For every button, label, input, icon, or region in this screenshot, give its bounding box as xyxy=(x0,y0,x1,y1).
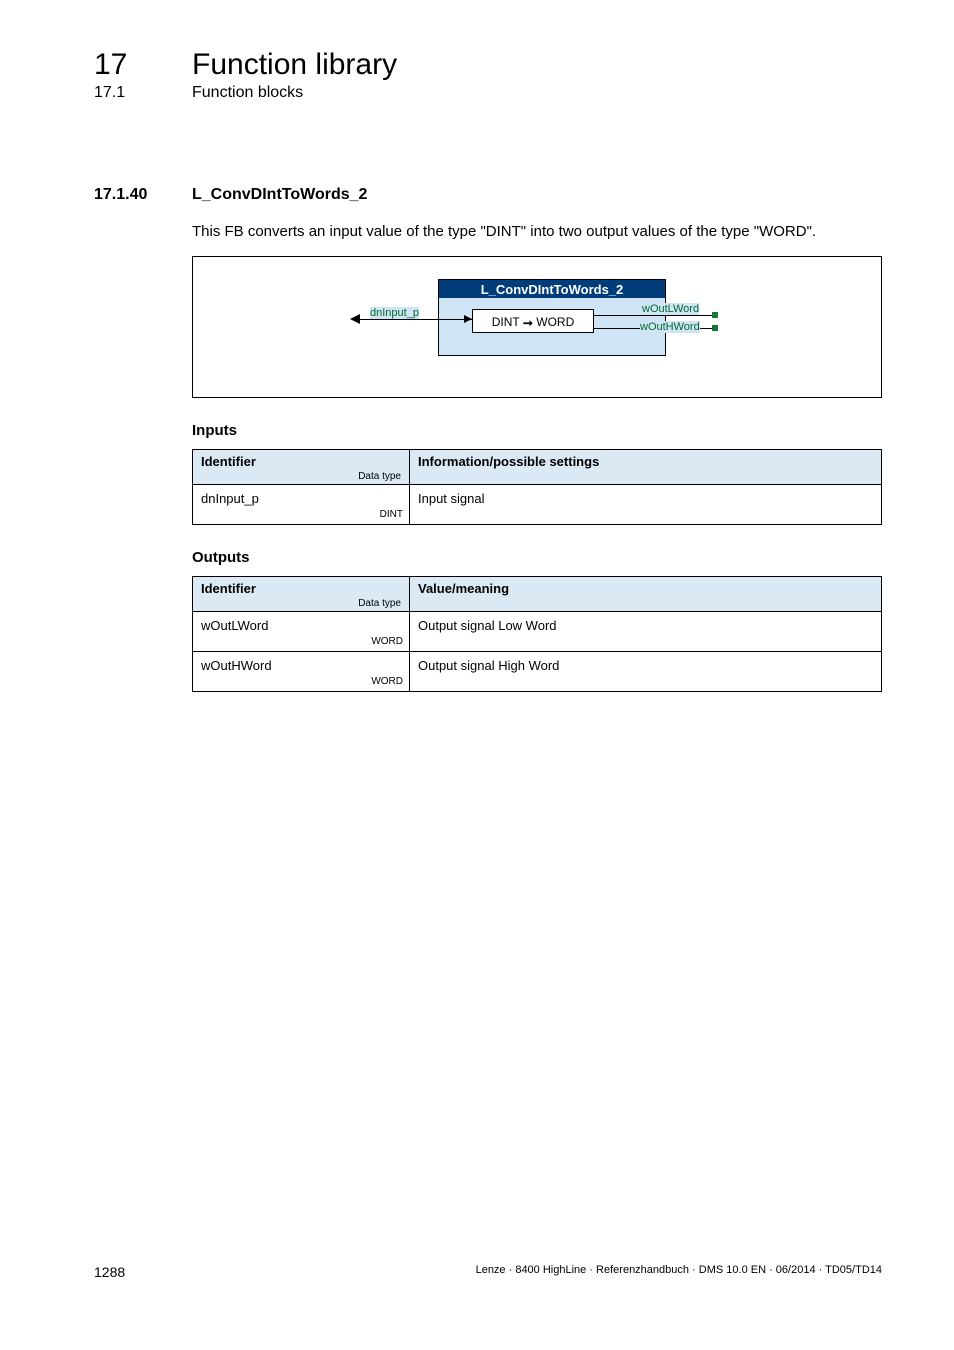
output-datatype: WORD xyxy=(371,676,403,687)
section-description: This FB converts an input value of the t… xyxy=(192,222,882,242)
output-identifier: wOutHWord xyxy=(201,658,272,673)
terminal-square-icon xyxy=(712,312,718,318)
inputs-col1-header: Identifier xyxy=(201,454,256,469)
subchapter-title: Function blocks xyxy=(192,84,303,102)
terminal-square-icon xyxy=(712,325,718,331)
port-input-label: dnInput_p xyxy=(370,307,419,319)
table-row: wOutHWord WORD Output signal High Word xyxy=(193,652,882,692)
section-number: 17.1.40 xyxy=(94,186,192,204)
wire-in xyxy=(352,319,438,320)
inner-left: DINT xyxy=(492,315,520,329)
outputs-col1-header: Identifier xyxy=(201,581,256,596)
input-datatype: DINT xyxy=(380,509,403,520)
output-identifier: wOutLWord xyxy=(201,618,268,633)
port-output1-label: wOutLWord xyxy=(642,303,699,315)
table-row: dnInput_p DINT Input signal xyxy=(193,485,882,525)
arrowhead-into-box-icon xyxy=(464,315,472,323)
inputs-table: Identifier Data type Information/possibl… xyxy=(192,449,882,525)
output-info: Output signal Low Word xyxy=(410,612,882,652)
fb-title-bar: L_ConvDIntToWords_2 xyxy=(438,279,666,299)
fb-diagram: L_ConvDIntToWords_2 dnInput_p DINT ➞ WOR… xyxy=(192,256,882,398)
fb-inner-box: DINT ➞ WORD xyxy=(472,309,594,333)
inner-right: WORD xyxy=(536,315,574,329)
wire-out-top xyxy=(594,315,714,316)
inputs-col1-subheader: Data type xyxy=(201,471,401,482)
outputs-heading: Outputs xyxy=(192,549,882,566)
table-row: wOutLWord WORD Output signal Low Word xyxy=(193,612,882,652)
port-output2-label: wOutHWord xyxy=(640,321,700,333)
section-title: L_ConvDIntToWords_2 xyxy=(192,186,367,204)
inputs-heading: Inputs xyxy=(192,422,882,439)
page-number: 1288 xyxy=(94,1264,125,1280)
input-info: Input signal xyxy=(410,485,882,525)
subchapter-number: 17.1 xyxy=(94,84,192,102)
outputs-table: Identifier Data type Value/meaning wOutL… xyxy=(192,576,882,692)
output-datatype: WORD xyxy=(371,636,403,647)
footer-right-text: Lenze · 8400 HighLine · Referenzhandbuch… xyxy=(476,1264,882,1280)
output-info: Output signal High Word xyxy=(410,652,882,692)
arrow-right-icon: ➞ xyxy=(523,311,533,335)
page-footer: 1288 Lenze · 8400 HighLine · Referenzhan… xyxy=(94,1264,882,1280)
input-identifier: dnInput_p xyxy=(201,491,259,506)
separator-line: _ _ _ _ _ _ _ _ _ _ _ _ _ _ _ _ _ _ _ _ … xyxy=(94,136,882,150)
chapter-number: 17 xyxy=(94,48,192,82)
outputs-col2-header: Value/meaning xyxy=(418,581,509,596)
chapter-title: Function library xyxy=(192,48,397,82)
inputs-col2-header: Information/possible settings xyxy=(418,454,599,469)
outputs-col1-subheader: Data type xyxy=(201,598,401,609)
